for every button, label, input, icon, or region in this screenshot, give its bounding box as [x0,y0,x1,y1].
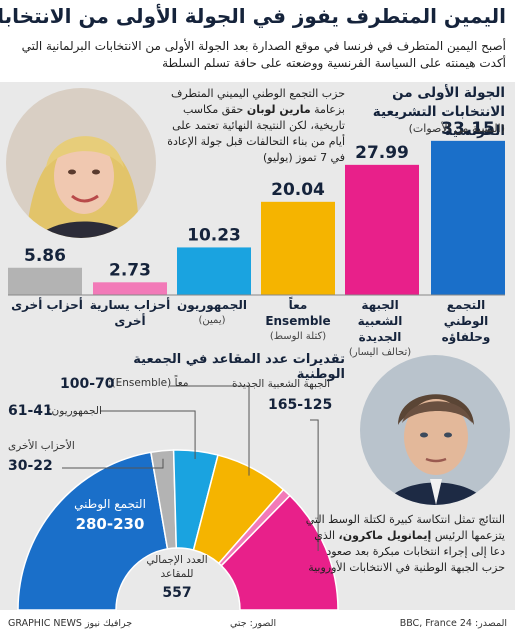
total-seats-label: العدد الإجمالي للمقاعد [146,554,208,580]
macron-name: إيمانويل ماكرون، [338,529,432,542]
bar-category-name: التجمع الوطني وحلفاؤه [441,298,491,344]
seat-projection-title: تقديرات عدد المقاعد في الجمعية الوطنية [133,352,345,382]
leader-line [170,385,250,476]
macron-note: النتائج تمثل انتكاسة كبيرة لكتلة الوسط ا… [300,512,505,576]
bar-category-name: أحزاب يسارية أخرى [89,298,171,328]
lr-seat-label: الجمهوريون: [48,405,102,417]
bar-category-name: معاً Ensemble [265,298,331,328]
le-pen-note-text-1: حزب التجمع الوطني اليميني المتطرف بزعامة [170,87,345,116]
bar-value-labels: 33.15 27.99 20.04 10.23 2.73 5.86 [24,119,495,280]
macron-note-text-2: الذي دعا إلى إجراء انتخابات مبكرة بعد صع… [308,529,505,574]
bar-category-sub: (يمين) [198,315,226,326]
le-pen-note-text-2: حقق مكاسب تاريخية، لكن النتيجة النهائية … [167,103,345,164]
subhead: أصبح اليمين المتطرف في فرنسا في موقع الص… [21,39,506,70]
bar [8,267,82,295]
bar-category-label: أحزاب يسارية أخرى [89,297,171,329]
bar-category-label: التجمع الوطني وحلفاؤه [425,297,507,345]
bar-category-sub: (كتلة الوسط) [269,331,327,342]
leader-line [100,410,196,459]
bar-value-label: 33.15 [441,119,495,139]
chart-canvas: 33.15 27.99 20.04 10.23 2.73 5.86 [8,119,505,610]
marine-le-pen-photo [6,88,156,238]
bar-value-label: 20.04 [271,180,325,200]
bar [261,201,335,295]
bar [431,140,505,295]
bar-value-label: 27.99 [355,143,409,163]
bar [345,164,419,295]
bar-category-label: الجبهة الشعبية الجديدة (تحالف اليسار) [337,297,423,361]
bar [177,247,251,295]
bar-chart [8,140,505,296]
bar-category-name: الجبهة الشعبية الجديدة [357,298,403,344]
le-pen-note: حزب التجمع الوطني اليميني المتطرف بزعامة… [160,86,345,166]
bar-category-label: معاً Ensemble (كتلة الوسط) [257,297,339,345]
bar-category-name: الجمهوريون [177,298,247,312]
bar-category-sub: (تحالف اليسار) [348,347,412,358]
bar-value-label: 10.23 [187,225,241,245]
source-credit: المصدر: BBC, France 24 [399,618,507,629]
photo-credit: الصور: جتي [230,618,277,629]
ensemble-seat-range: 100-70 [60,376,115,392]
others-seat-label: الأحزاب الأخرى [8,440,75,452]
le-pen-name: مارين لوبان [246,103,311,116]
ensemble-seat-label: معاً (Ensemble): [108,377,189,389]
publisher-credit: GRAPHIC NEWS جرافيك نيوز [8,618,133,629]
total-seats-value: 557 [162,585,192,601]
nfp-seat-label: الجبهة الشعبية الجديدة [232,378,331,390]
seat-segment [17,451,169,610]
lr-seat-range: 61-41 [8,403,53,419]
footer: المصدر: BBC, France 24 الصور: جتي GRAPHI… [0,612,515,637]
others-seat-range: 30-22 [8,458,53,474]
seat-pie-chart [17,449,339,610]
emmanuel-macron-photo [360,355,510,505]
bar-category-label: الجمهوريون (يمين) [171,297,253,329]
headline: اليمين المتطرف يفوز في الجولة الأولى من … [0,4,506,28]
bar-value-label: 5.86 [24,246,66,266]
rn-seat-range: 280-230 [75,515,145,533]
macron-note-text-1: النتائج تمثل انتكاسة كبيرة لكتلة الوسط ا… [305,513,505,542]
leader-line [310,419,319,552]
bar-category-name: أحزاب أخرى [11,298,83,312]
seat-segment [220,494,339,610]
bar-chart-unit: (النسبة من الأصوات) [408,122,505,135]
bar-category-label: أحزاب أخرى [8,297,86,313]
bar-value-label: 2.73 [109,260,151,280]
rn-seat-label: التجمع الوطني [74,497,146,511]
bar [93,282,167,295]
nfp-seat-range: 165-125 [268,397,333,413]
leader-lines [62,385,319,552]
bar-chart-title: الجولة الأولى من الانتخابات التشريعية ال… [372,85,505,139]
leader-line [62,458,164,469]
pie-hub [120,552,236,610]
